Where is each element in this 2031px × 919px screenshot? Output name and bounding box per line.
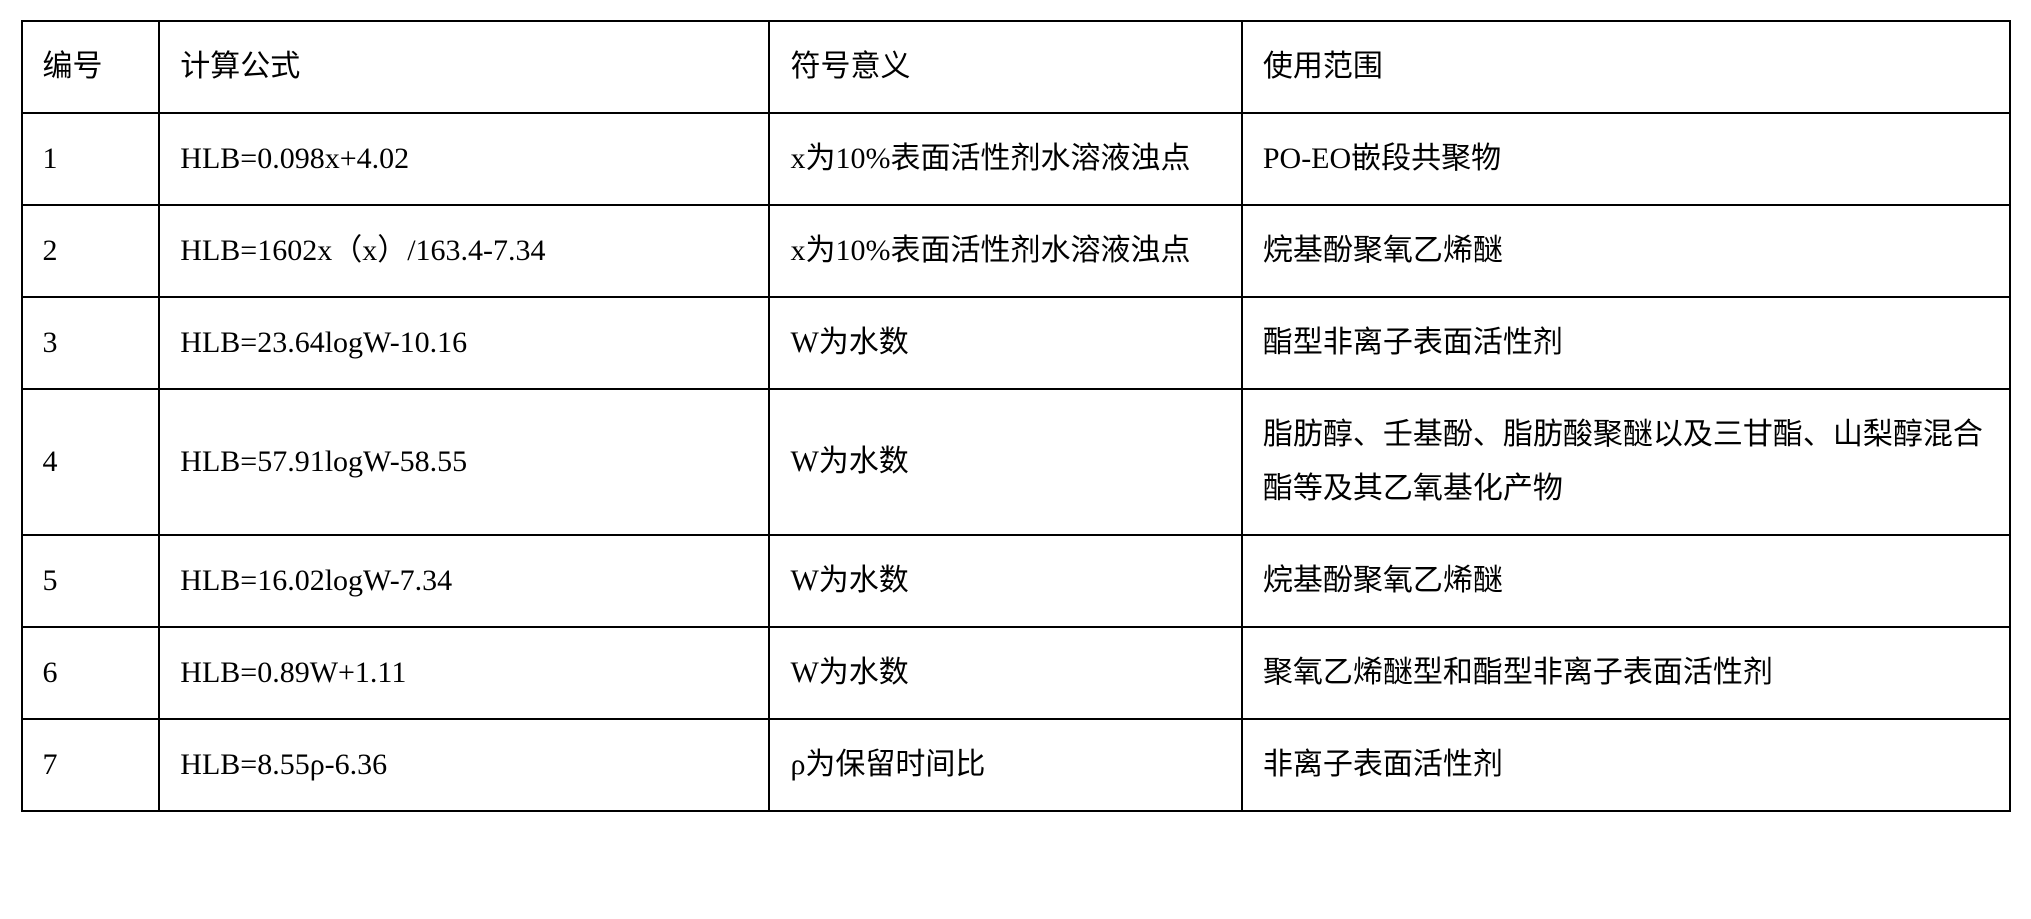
header-formula: 计算公式 [159, 21, 769, 113]
cell-usage: 聚氧乙烯醚型和酯型非离子表面活性剂 [1242, 627, 2010, 719]
cell-symbol: W为水数 [769, 627, 1241, 719]
cell-usage: 烷基酚聚氧乙烯醚 [1242, 535, 2010, 627]
cell-formula: HLB=0.098x+4.02 [159, 113, 769, 205]
cell-formula: HLB=0.89W+1.11 [159, 627, 769, 719]
cell-usage: 酯型非离子表面活性剂 [1242, 297, 2010, 389]
cell-usage: 脂肪醇、壬基酚、脂肪酸聚醚以及三甘酯、山梨醇混合酯等及其乙氧基化产物 [1242, 389, 2010, 535]
cell-symbol: W为水数 [769, 297, 1241, 389]
cell-symbol: ρ为保留时间比 [769, 719, 1241, 811]
cell-symbol: x为10%表面活性剂水溶液浊点 [769, 113, 1241, 205]
table-row: 6 HLB=0.89W+1.11 W为水数 聚氧乙烯醚型和酯型非离子表面活性剂 [22, 627, 2010, 719]
table-header-row: 编号 计算公式 符号意义 使用范围 [22, 21, 2010, 113]
table-row: 7 HLB=8.55ρ-6.36 ρ为保留时间比 非离子表面活性剂 [22, 719, 2010, 811]
header-number: 编号 [22, 21, 160, 113]
cell-number: 3 [22, 297, 160, 389]
header-symbol: 符号意义 [769, 21, 1241, 113]
cell-number: 4 [22, 389, 160, 535]
cell-symbol: x为10%表面活性剂水溶液浊点 [769, 205, 1241, 297]
cell-formula: HLB=1602x（x）/163.4-7.34 [159, 205, 769, 297]
table-row: 1 HLB=0.098x+4.02 x为10%表面活性剂水溶液浊点 PO-EO嵌… [22, 113, 2010, 205]
cell-number: 1 [22, 113, 160, 205]
cell-formula: HLB=23.64logW-10.16 [159, 297, 769, 389]
cell-formula: HLB=16.02logW-7.34 [159, 535, 769, 627]
cell-usage: PO-EO嵌段共聚物 [1242, 113, 2010, 205]
table-row: 3 HLB=23.64logW-10.16 W为水数 酯型非离子表面活性剂 [22, 297, 2010, 389]
cell-symbol: W为水数 [769, 389, 1241, 535]
cell-number: 5 [22, 535, 160, 627]
cell-usage: 非离子表面活性剂 [1242, 719, 2010, 811]
table-row: 4 HLB=57.91logW-58.55 W为水数 脂肪醇、壬基酚、脂肪酸聚醚… [22, 389, 2010, 535]
table-row: 2 HLB=1602x（x）/163.4-7.34 x为10%表面活性剂水溶液浊… [22, 205, 2010, 297]
cell-formula: HLB=8.55ρ-6.36 [159, 719, 769, 811]
cell-number: 7 [22, 719, 160, 811]
header-usage: 使用范围 [1242, 21, 2010, 113]
table-container: 编号 计算公式 符号意义 使用范围 1 HLB=0.098x+4.02 x为10… [21, 20, 2011, 812]
cell-formula: HLB=57.91logW-58.55 [159, 389, 769, 535]
cell-symbol: W为水数 [769, 535, 1241, 627]
cell-number: 6 [22, 627, 160, 719]
cell-number: 2 [22, 205, 160, 297]
cell-usage: 烷基酚聚氧乙烯醚 [1242, 205, 2010, 297]
table-row: 5 HLB=16.02logW-7.34 W为水数 烷基酚聚氧乙烯醚 [22, 535, 2010, 627]
hlb-formula-table: 编号 计算公式 符号意义 使用范围 1 HLB=0.098x+4.02 x为10… [21, 20, 2011, 812]
